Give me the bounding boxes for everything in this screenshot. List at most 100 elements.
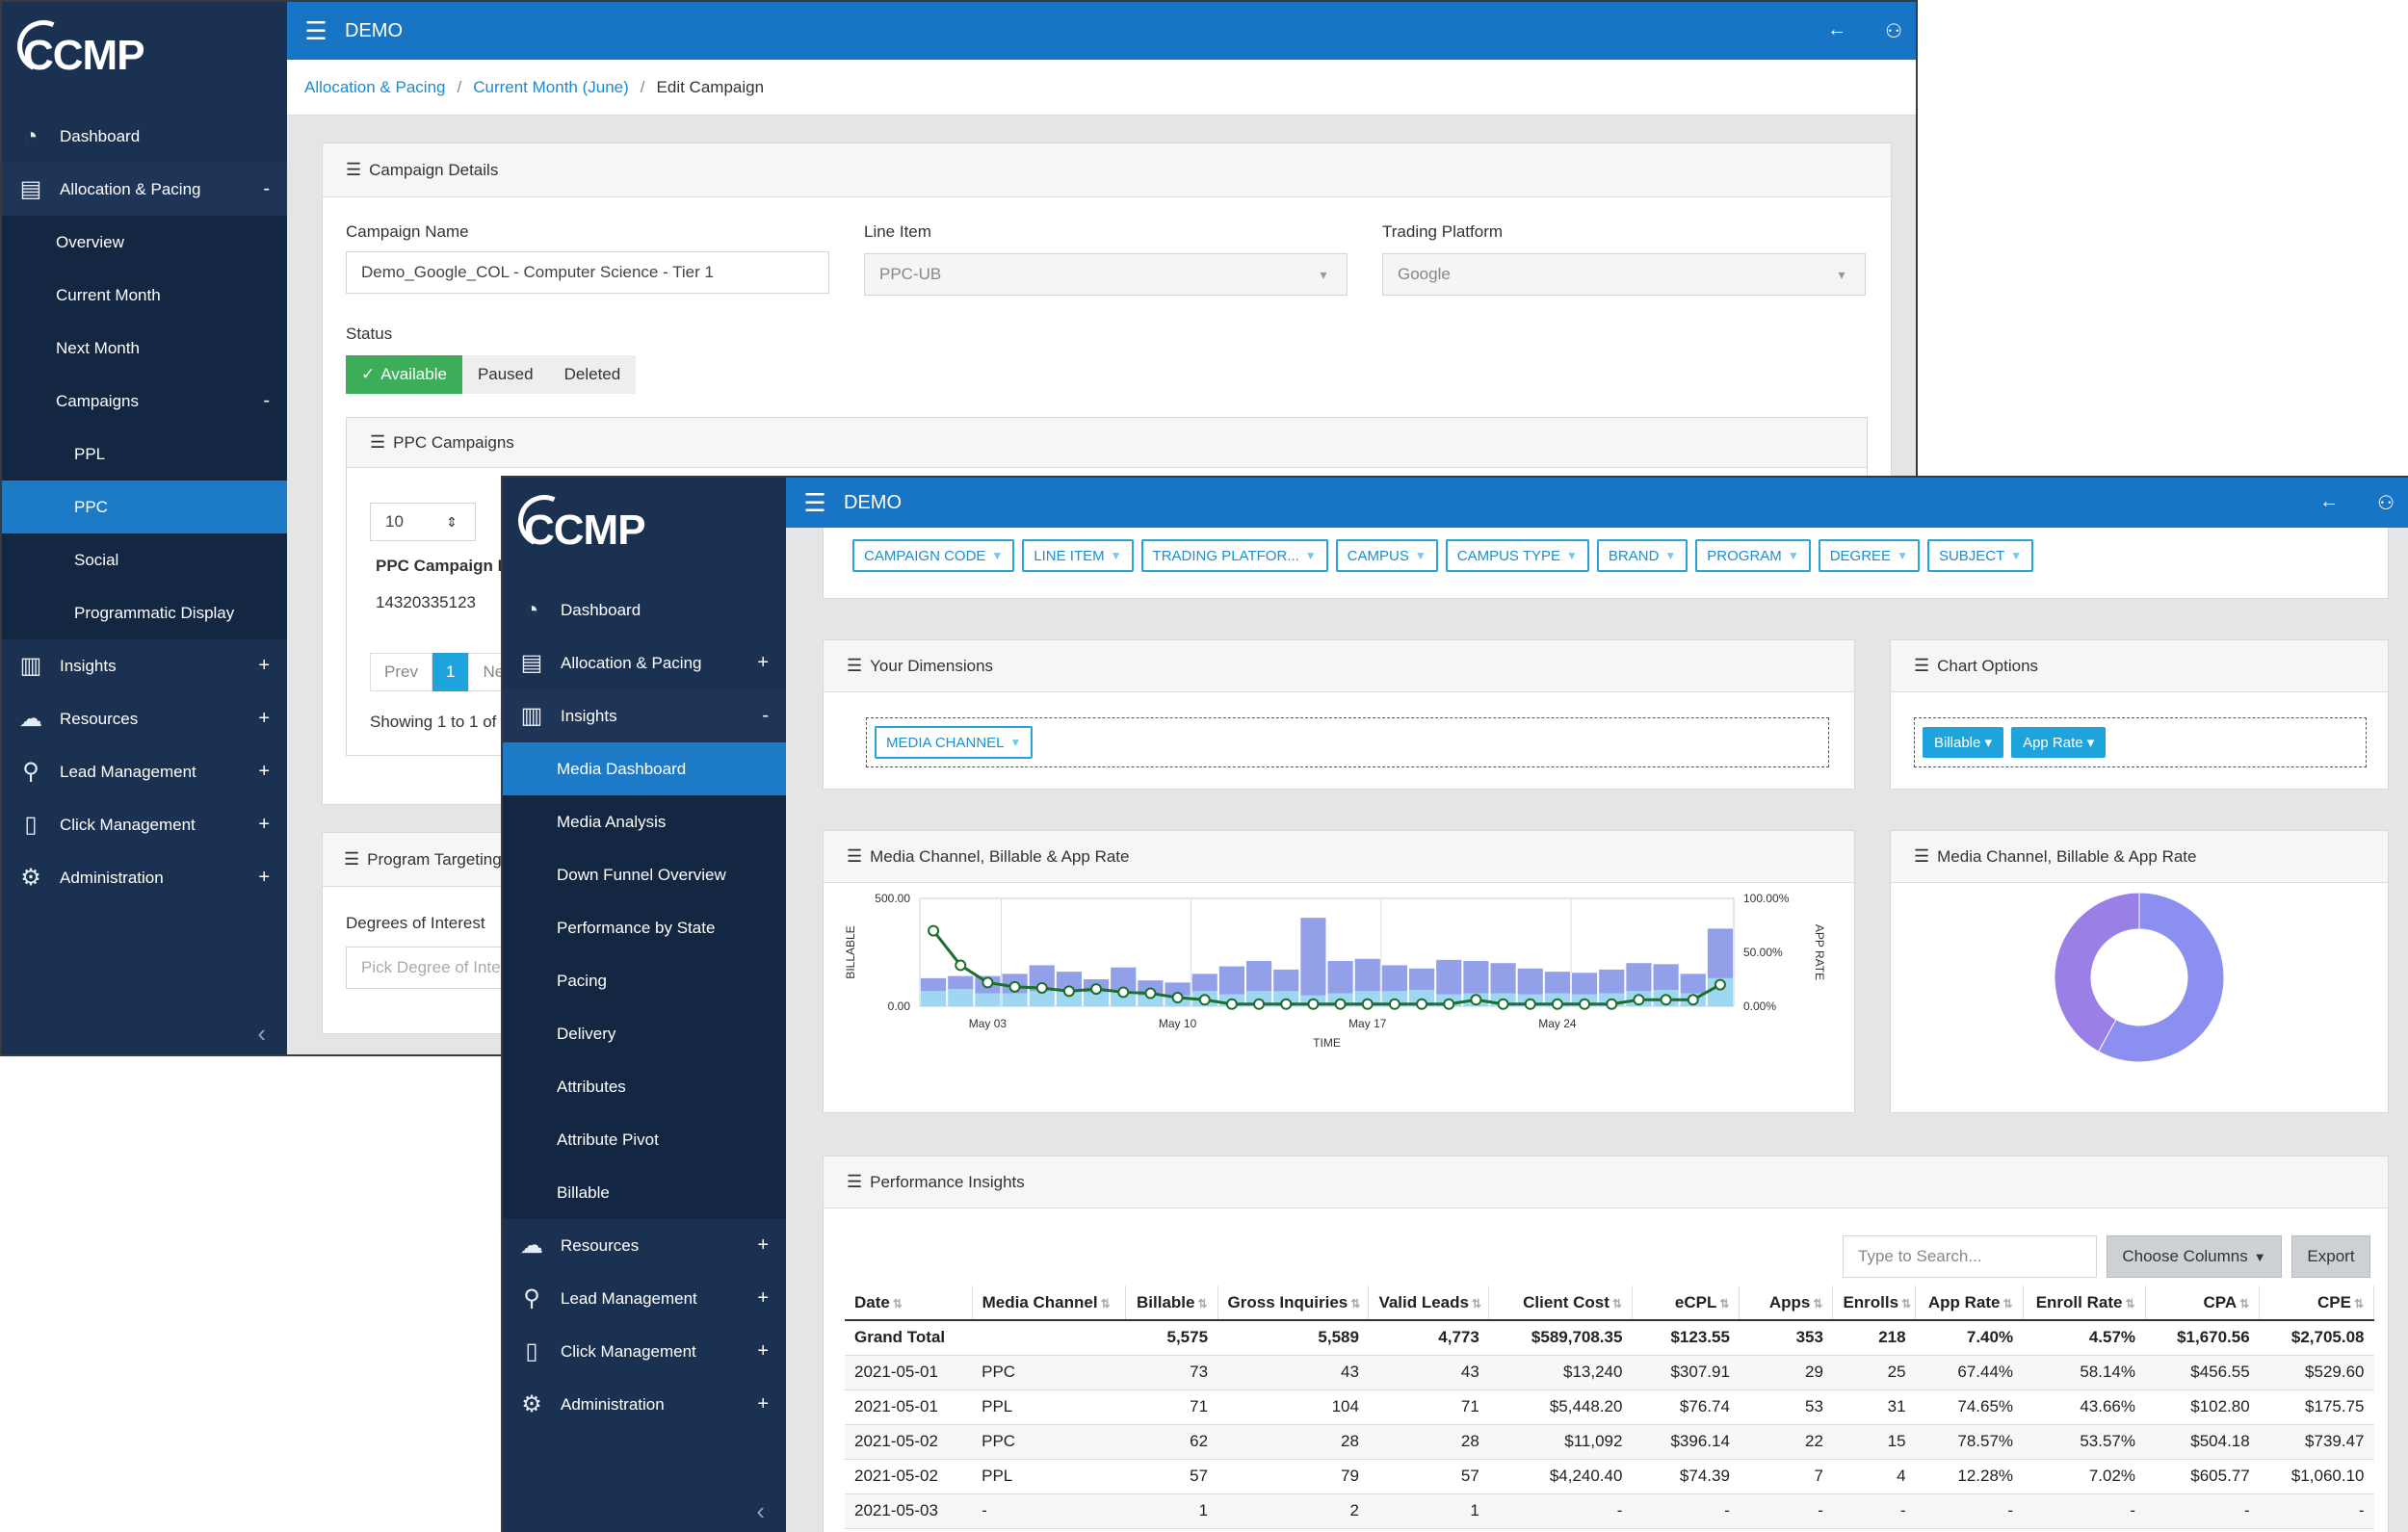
column-header[interactable]: Gross Inquiries ⇅ <box>1217 1285 1370 1321</box>
sidebar-item-administration[interactable]: ⚙ Administration + <box>503 1378 786 1431</box>
campaign-name-input[interactable]: Demo_Google_COL - Computer Science - Tie… <box>346 251 829 294</box>
status-deleted-button[interactable]: Deleted <box>548 355 637 394</box>
sidebar-item-resources[interactable]: ☁ Resources + <box>503 1219 786 1272</box>
collapse-sidebar-icon[interactable]: ‹ <box>257 1019 266 1048</box>
sidebar-item-attributes[interactable]: Attributes <box>503 1060 786 1113</box>
expand-toggle[interactable]: + <box>757 1287 769 1309</box>
user-icon[interactable]: ⚇ <box>2377 492 2395 514</box>
sidebar-item-dashboard[interactable]: ◔ Dashboard <box>2 110 287 163</box>
media-channel-chip[interactable]: MEDIA CHANNEL ▼ <box>875 726 1034 759</box>
collapse-toggle[interactable]: - <box>263 178 270 199</box>
filter-chip[interactable]: LINE ITEM ▼ <box>1022 539 1134 572</box>
sidebar-item-next-month[interactable]: Next Month <box>2 322 287 375</box>
sidebar-item-campaigns[interactable]: Campaigns - <box>2 375 287 428</box>
sort-icon[interactable]: ⇅ <box>2125 1296 2135 1311</box>
sidebar-item-lead-management[interactable]: ⚲ Lead Management + <box>503 1272 786 1325</box>
column-header[interactable]: Client Cost ⇅ <box>1488 1285 1633 1321</box>
sidebar-item-delivery[interactable]: Delivery <box>503 1007 786 1060</box>
sidebar-item-programmatic-display[interactable]: Programmatic Display <box>2 586 287 639</box>
column-header[interactable]: Valid Leads ⇅ <box>1368 1285 1490 1321</box>
column-header[interactable]: Media Channel ⇅ <box>972 1285 1126 1321</box>
expand-toggle[interactable]: + <box>258 867 270 888</box>
sidebar-item-administration[interactable]: ⚙ Administration + <box>2 851 287 904</box>
sort-icon[interactable]: ⇅ <box>2353 1296 2364 1311</box>
hamburger-menu-icon[interactable]: ☰ <box>304 15 327 45</box>
dimensions-drop-zone[interactable]: MEDIA CHANNEL ▼ <box>866 717 1829 767</box>
breadcrumb-current-month-link[interactable]: Current Month (June) <box>473 77 629 96</box>
collapse-toggle[interactable]: - <box>263 390 270 411</box>
app-rate-dropdown[interactable]: App Rate ▾ <box>2011 727 2107 758</box>
page-1-button[interactable]: 1 <box>432 653 469 691</box>
column-header[interactable]: Billable ⇅ <box>1125 1285 1218 1321</box>
chart-options-drop-zone[interactable]: Billable ▾ App Rate ▾ <box>1914 717 2367 767</box>
trading-platform-select[interactable]: Google ▾ <box>1382 253 1866 296</box>
filter-chip[interactable]: BRAND ▼ <box>1596 539 1688 572</box>
billable-dropdown[interactable]: Billable ▾ <box>1923 727 2004 758</box>
sidebar-item-overview[interactable]: Overview <box>2 216 287 269</box>
expand-toggle[interactable]: + <box>258 708 270 729</box>
expand-toggle[interactable]: + <box>757 1340 769 1362</box>
page-size-select[interactable]: 10 ⇕ <box>370 503 476 541</box>
sort-icon[interactable]: ⇅ <box>1471 1296 1482 1311</box>
sidebar-item-click-management[interactable]: ▯ Click Management + <box>2 798 287 851</box>
expand-toggle[interactable]: + <box>258 655 270 676</box>
sidebar-item-billable[interactable]: Billable <box>503 1166 786 1219</box>
sidebar-item-attribute-pivot[interactable]: Attribute Pivot <box>503 1113 786 1166</box>
sidebar-item-dashboard[interactable]: ◔ Dashboard <box>503 584 786 636</box>
sort-icon[interactable]: ⇅ <box>1350 1296 1361 1311</box>
sidebar-item-resources[interactable]: ☁ Resources + <box>2 692 287 745</box>
prev-page-button[interactable]: Prev <box>370 653 432 691</box>
sidebar-item-pacing[interactable]: Pacing <box>503 954 786 1007</box>
filter-chip[interactable]: PROGRAM ▼ <box>1695 539 1811 572</box>
choose-columns-button[interactable]: Choose Columns ▼ <box>2107 1235 2282 1278</box>
sidebar-item-performance-by-state[interactable]: Performance by State <box>503 901 786 954</box>
sidebar-item-lead-management[interactable]: ⚲ Lead Management + <box>2 745 287 798</box>
sort-icon[interactable]: ⇅ <box>1813 1296 1823 1311</box>
sidebar-item-allocation[interactable]: ▤ Allocation & Pacing - <box>2 163 287 216</box>
column-header[interactable]: Date ⇅ <box>845 1285 973 1321</box>
column-header[interactable]: Enroll Rate ⇅ <box>2023 1285 2146 1321</box>
collapse-toggle[interactable]: - <box>762 705 769 726</box>
status-available-button[interactable]: ✓ Available <box>346 355 462 394</box>
sort-icon[interactable]: ⇅ <box>2239 1296 2250 1311</box>
expand-toggle[interactable]: + <box>258 814 270 835</box>
expand-toggle[interactable]: + <box>757 1234 769 1256</box>
filter-chip[interactable]: TRADING PLATFOR... ▼ <box>1140 539 1328 572</box>
filter-chip[interactable]: SUBJECT ▼ <box>1926 539 2034 572</box>
sort-icon[interactable]: ⇅ <box>1901 1296 1912 1311</box>
sidebar-item-insights[interactable]: ▥ Insights - <box>503 689 786 742</box>
expand-toggle[interactable]: + <box>258 761 270 782</box>
sort-icon[interactable]: ⇅ <box>1611 1296 1622 1311</box>
sidebar-item-ppl[interactable]: PPL <box>2 428 287 480</box>
filter-chip[interactable]: CAMPAIGN CODE ▼ <box>852 539 1015 572</box>
hamburger-menu-icon[interactable]: ☰ <box>803 487 826 517</box>
sidebar-item-allocation[interactable]: ▤ Allocation & Pacing + <box>503 636 786 689</box>
sort-icon[interactable]: ⇅ <box>1197 1296 1208 1311</box>
sort-icon[interactable]: ⇅ <box>892 1296 903 1311</box>
column-header[interactable]: eCPL ⇅ <box>1632 1285 1741 1321</box>
sidebar-item-media-dashboard[interactable]: Media Dashboard <box>503 742 786 795</box>
collapse-sidebar-icon[interactable]: ‹ <box>756 1496 765 1525</box>
filter-chip[interactable]: DEGREE ▼ <box>1818 539 1920 572</box>
sort-icon[interactable]: ⇅ <box>1719 1296 1730 1311</box>
breadcrumb-allocation-link[interactable]: Allocation & Pacing <box>304 77 446 96</box>
table-search-input[interactable]: Type to Search... <box>1843 1235 2097 1278</box>
column-header[interactable]: CPA ⇅ <box>2145 1285 2261 1321</box>
arrow-left-icon[interactable]: ← <box>1827 18 1847 40</box>
sidebar-item-click-management[interactable]: ▯ Click Management + <box>503 1325 786 1378</box>
export-button[interactable]: Export <box>2291 1235 2370 1278</box>
arrow-left-icon[interactable]: ← <box>2319 490 2340 512</box>
expand-toggle[interactable]: + <box>757 1393 769 1415</box>
sidebar-item-down-funnel[interactable]: Down Funnel Overview <box>503 848 786 901</box>
column-header[interactable]: App Rate ⇅ <box>1915 1285 2024 1321</box>
sidebar-item-media-analysis[interactable]: Media Analysis <box>503 795 786 848</box>
filter-chip[interactable]: CAMPUS ▼ <box>1335 539 1438 572</box>
column-header[interactable]: Apps ⇅ <box>1739 1285 1834 1321</box>
sidebar-item-ppc[interactable]: PPC <box>2 480 287 533</box>
sort-icon[interactable]: ⇅ <box>2002 1296 2013 1311</box>
line-item-select[interactable]: PPC-UB ▾ <box>864 253 1348 296</box>
sidebar-item-current-month[interactable]: Current Month <box>2 269 287 322</box>
column-header[interactable]: Enrolls ⇅ <box>1832 1285 1917 1321</box>
sort-icon[interactable]: ⇅ <box>1100 1296 1111 1311</box>
sidebar-item-social[interactable]: Social <box>2 533 287 586</box>
